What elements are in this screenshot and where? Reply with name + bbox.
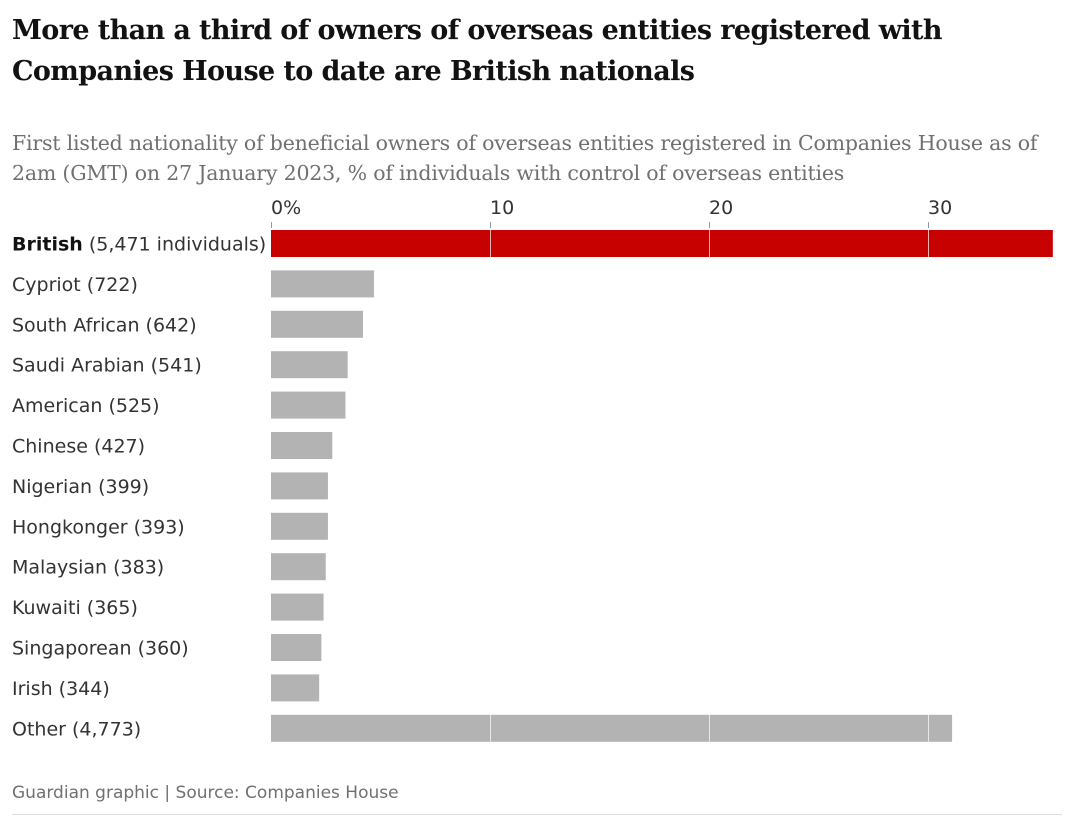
category-name: American — [12, 395, 102, 417]
bar-row: Malaysian (383) — [12, 553, 326, 581]
source-note: Guardian graphic | Source: Companies Hou… — [12, 783, 399, 803]
bar-row: Chinese (427) — [12, 432, 333, 459]
bar — [271, 472, 328, 500]
bar — [271, 391, 346, 419]
category-label: Singaporean (360) — [12, 638, 189, 660]
chart-subtitle: First listed nationality of beneficial o… — [12, 131, 1038, 185]
bar-row: British (5,471 individuals) — [12, 230, 1053, 257]
bar-row: Irish (344) — [12, 674, 320, 702]
bar-row: Singaporean (360) — [12, 634, 322, 661]
bar — [271, 310, 363, 338]
category-name: Nigerian — [12, 476, 92, 498]
category-count: (5,471 individuals) — [83, 234, 266, 256]
category-label: Malaysian (383) — [12, 557, 164, 579]
bar — [271, 351, 348, 379]
category-label: Cypriot (722) — [12, 274, 138, 296]
category-name: Kuwaiti — [12, 597, 81, 619]
category-count: (393) — [128, 516, 185, 538]
category-label: Chinese (427) — [12, 436, 145, 458]
bar-row: Kuwaiti (365) — [12, 593, 324, 621]
category-label: American (525) — [12, 395, 160, 417]
category-count: (365) — [81, 597, 138, 619]
gridlines — [490, 230, 929, 742]
bar — [271, 593, 324, 621]
category-name: Malaysian — [12, 557, 107, 579]
category-name: Cypriot — [12, 274, 81, 296]
x-tick-label: 20 — [709, 197, 733, 219]
x-tick-label: 30 — [928, 197, 952, 219]
category-name: Saudi Arabian — [12, 355, 145, 377]
category-name: South African — [12, 314, 140, 336]
bar-row: Hongkonger (393) — [12, 512, 328, 540]
category-name: Hongkonger — [12, 516, 128, 538]
category-label: Irish (344) — [12, 678, 110, 700]
category-label: British (5,471 individuals) — [12, 234, 266, 256]
category-label: Saudi Arabian (541) — [12, 355, 202, 377]
category-count: (427) — [88, 436, 145, 458]
bar-row: Cypriot (722) — [12, 270, 374, 298]
category-label: Nigerian (399) — [12, 476, 149, 498]
category-label: Hongkonger (393) — [12, 516, 185, 538]
category-count: (642) — [140, 314, 197, 336]
bottom-divider — [12, 814, 1062, 815]
x-axis: 0% 10 20 30 — [271, 197, 952, 228]
bar-row: South African (642) — [12, 310, 363, 338]
category-count: (360) — [132, 638, 189, 660]
bar — [271, 553, 326, 581]
category-name: Irish — [12, 678, 53, 700]
bar-row: Nigerian (399) — [12, 472, 328, 500]
bar — [271, 512, 328, 540]
category-label: South African (642) — [12, 314, 197, 336]
category-name: Other — [12, 718, 66, 740]
category-count: (4,773) — [66, 718, 141, 740]
bar — [271, 230, 1053, 257]
category-name: Chinese — [12, 436, 88, 458]
category-label: Kuwaiti (365) — [12, 597, 138, 619]
bar — [271, 714, 953, 742]
chart-title: More than a third of owners of overseas … — [12, 15, 943, 87]
category-count: (525) — [102, 395, 159, 417]
x-tick-label: 10 — [490, 197, 514, 219]
bar-row: Other (4,773) — [12, 714, 953, 742]
category-count: (722) — [81, 274, 138, 296]
bar-row: American (525) — [12, 391, 346, 419]
category-label: Other (4,773) — [12, 718, 141, 740]
category-count: (383) — [107, 557, 164, 579]
category-count: (399) — [92, 476, 149, 498]
bar — [271, 270, 374, 298]
x-tick-label: 0% — [271, 197, 301, 219]
bar-row: Saudi Arabian (541) — [12, 351, 348, 379]
bar-rows: British (5,471 individuals)Cypriot (722)… — [12, 230, 1053, 742]
bar — [271, 674, 320, 702]
bar — [271, 432, 333, 459]
category-count: (344) — [53, 678, 110, 700]
category-name: Singaporean — [12, 638, 132, 660]
bar-chart: 0% 10 20 30 British (5,471 individuals)Cypr… — [12, 197, 1053, 742]
bar — [271, 634, 322, 661]
category-count: (541) — [145, 355, 202, 377]
category-name: British — [12, 234, 83, 256]
